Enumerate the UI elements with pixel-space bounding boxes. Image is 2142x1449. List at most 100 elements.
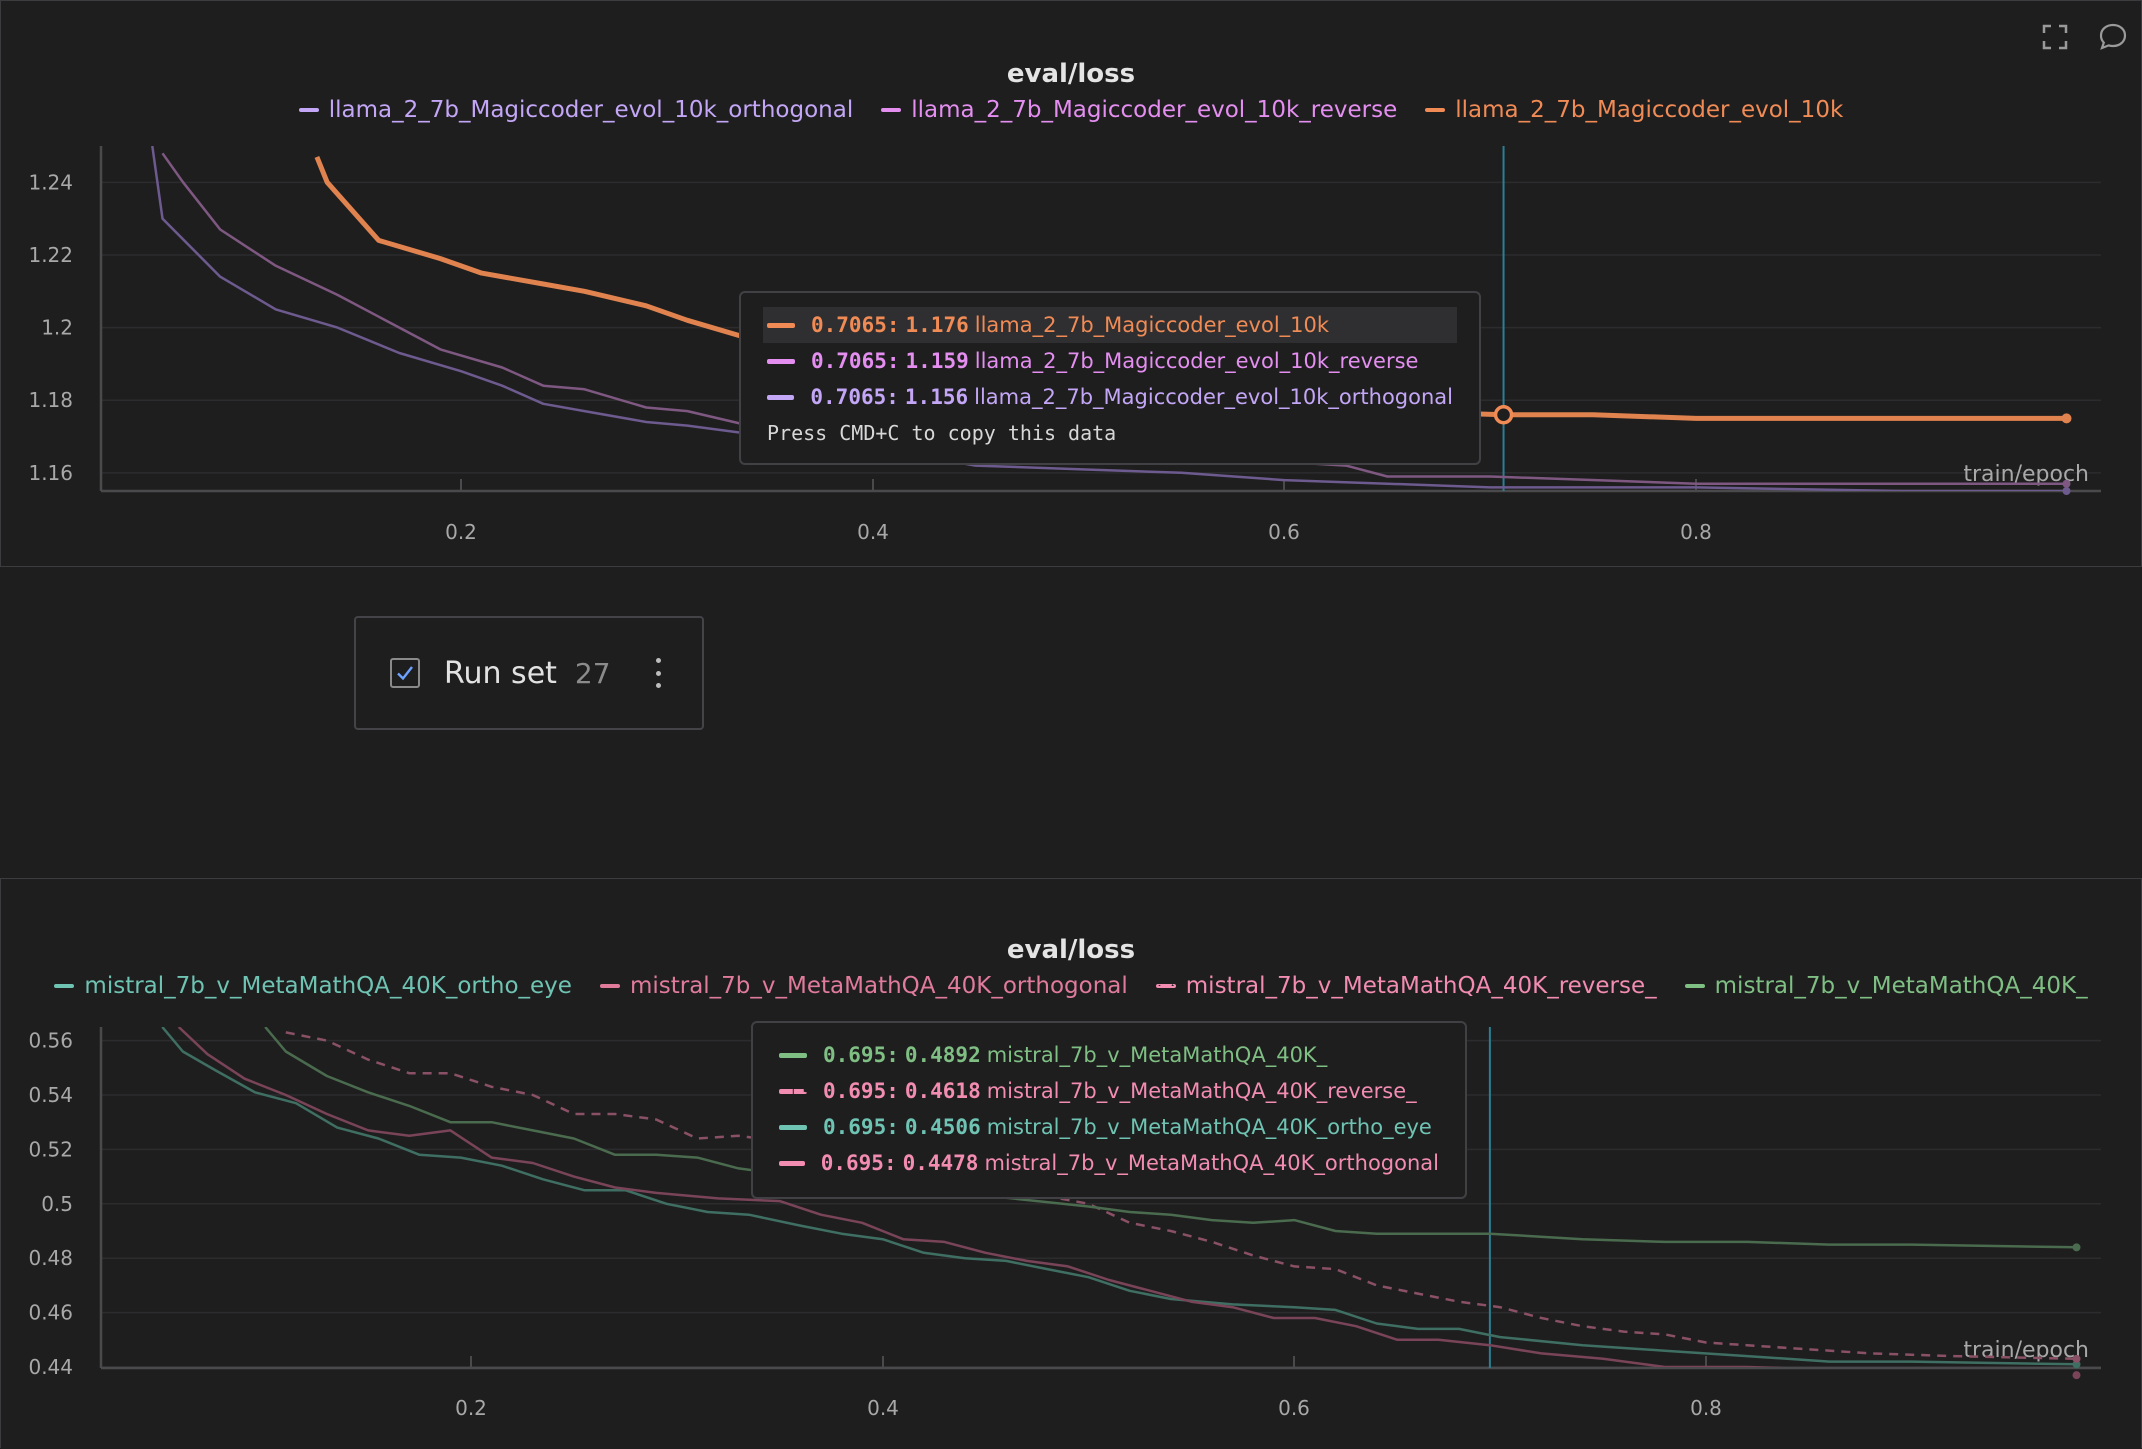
- run-set-label: Run set: [444, 655, 557, 691]
- series-line-llama-2-7b-magiccoder-evol-10k-reverse[interactable]: [161, 152, 2067, 485]
- chart-legend: mistral_7b_v_MetaMathQA_40K_ortho_eye mis…: [1, 973, 2141, 999]
- x-tick-label: 0.8: [1680, 520, 1712, 544]
- legend-label: mistral_7b_v_MetaMathQA_40K_orthogonal: [629, 973, 1128, 999]
- chart-legend: llama_2_7b_Magiccoder_evol_10k_orthogona…: [1, 97, 2141, 123]
- tooltip-row: 0.7065: 1.159 llama_2_7b_Magiccoder_evol_1…: [763, 343, 1457, 379]
- series-line-mistral-7b-v-metamathqa-40k-reverse[interactable]: [285, 1031, 2077, 1361]
- tooltip-series-name: mistral_7b_v_MetaMathQA_40K_ortho_eye: [986, 1115, 1432, 1139]
- legend-swatch: [599, 984, 620, 988]
- series-end-point: [2072, 1371, 2081, 1380]
- tooltip-y-value: 0.4892: [904, 1043, 981, 1067]
- tooltip-x-value: 0.695:: [823, 1115, 899, 1139]
- hover-tooltip: 0.7065: 1.176 llama_2_7b_Magiccoder_evol_1…: [739, 291, 1481, 465]
- y-tick-label: 0.44: [28, 1355, 73, 1379]
- legend-item-llama-2-7b-magiccoder-evol-10k[interactable]: llama_2_7b_Magiccoder_evol_10k: [1425, 97, 1843, 123]
- legend-label: llama_2_7b_Magiccoder_evol_10k_reverse: [911, 97, 1398, 123]
- tooltip-swatch: [779, 1088, 807, 1094]
- tooltip-swatch: [779, 1124, 807, 1130]
- series-end-point: [2072, 1243, 2081, 1252]
- legend-label: mistral_7b_v_MetaMathQA_40K_: [1714, 973, 2088, 999]
- tooltip-series-name: mistral_7b_v_MetaMathQA_40K_: [986, 1043, 1328, 1067]
- tooltip-swatch: [767, 394, 795, 400]
- series-end-point: [2072, 1354, 2081, 1363]
- tooltip-y-value: 0.4506: [904, 1115, 981, 1139]
- legend-label: llama_2_7b_Magiccoder_evol_10k_orthogona…: [328, 97, 854, 123]
- tooltip-x-value: 0.7065:: [811, 313, 900, 337]
- series-end-point: [2062, 487, 2071, 495]
- tooltip-series-name: llama_2_7b_Magiccoder_evol_10k: [974, 313, 1330, 337]
- series-line-mistral-7b-v-metamathqa-40k-ortho-eye[interactable]: [161, 1027, 2077, 1366]
- legend-item-llama-2-7b-magiccoder-evol-10k-reverse[interactable]: llama_2_7b_Magiccoder_evol_10k_reverse: [881, 97, 1397, 123]
- y-tick-label: 0.46: [28, 1301, 73, 1325]
- legend-swatch: [1155, 984, 1176, 988]
- y-tick-label: 0.54: [28, 1083, 73, 1107]
- tooltip-row: 0.695: 0.4506 mistral_7b_v_MetaMathQA_40K_…: [775, 1109, 1443, 1145]
- chart-panel-bottom: eval/loss mistral_7b_v_MetaMathQA_40K_or…: [0, 878, 2142, 1448]
- x-tick-label: 0.8: [1690, 1396, 1722, 1420]
- y-tick-label: 1.16: [28, 461, 73, 485]
- comment-icon[interactable]: [2097, 21, 2129, 53]
- tooltip-row: 0.695: 0.4892 mistral_7b_v_MetaMathQA_40K_: [775, 1037, 1443, 1073]
- hover-tooltip: 0.695: 0.4892 mistral_7b_v_MetaMathQA_40K_…: [751, 1021, 1467, 1199]
- tooltip-row: 0.7065: 1.176 llama_2_7b_Magiccoder_evol_1…: [763, 307, 1457, 343]
- line-chart[interactable]: 1.161.181.21.221.240.2 0.4 0.6 0.8train/epo…: [1, 1, 2141, 566]
- tooltip-row: 0.7065: 1.156 llama_2_7b_Magiccoder_evol_1…: [763, 379, 1457, 415]
- series-line-llama-2-7b-magiccoder-evol-10k-orthogonal[interactable]: [151, 146, 2067, 491]
- x-tick-label: 0.2: [445, 520, 477, 544]
- checkbox-checked-icon[interactable]: [390, 658, 420, 688]
- legend-item-mistral-7b-v-metamathqa-40k[interactable]: mistral_7b_v_MetaMathQA_40K_: [1684, 973, 2088, 999]
- tooltip-x-value: 0.695:: [823, 1079, 899, 1103]
- tooltip-y-value: 1.159: [905, 349, 969, 373]
- tooltip-x-value: 0.7065:: [810, 385, 899, 409]
- tooltip-x-value: 0.695:: [820, 1151, 897, 1175]
- legend-swatch: [1684, 984, 1705, 988]
- x-tick-label: 0.4: [857, 520, 889, 544]
- legend-label: llama_2_7b_Magiccoder_evol_10k: [1455, 97, 1844, 123]
- series-end-point: [2061, 413, 2072, 424]
- legend-item-llama-2-7b-magiccoder-evol-10k-orthogonal[interactable]: llama_2_7b_Magiccoder_evol_10k_orthogona…: [298, 97, 854, 123]
- hover-point-marker: [1493, 404, 1514, 425]
- legend-swatch: [298, 108, 319, 112]
- x-tick-label: 0.4: [867, 1396, 899, 1420]
- y-tick-label: 0.48: [28, 1246, 73, 1270]
- y-tick-label: 0.5: [41, 1192, 73, 1216]
- tooltip-series-name: llama_2_7b_Magiccoder_evol_10k_reverse: [974, 349, 1419, 373]
- y-tick-label: 0.52: [28, 1137, 73, 1161]
- tooltip-swatch: [767, 358, 795, 364]
- legend-item-mistral-7b-v-metamathqa-40k-reverse[interactable]: mistral_7b_v_MetaMathQA_40K_reverse_: [1155, 973, 1657, 999]
- tooltip-series-name: mistral_7b_v_MetaMathQA_40K_orthogonal: [984, 1151, 1439, 1175]
- chart-title: eval/loss: [1006, 59, 1136, 89]
- legend-item-mistral-7b-v-metamathqa-40k-orthogonal[interactable]: mistral_7b_v_MetaMathQA_40K_orthogonal: [599, 973, 1128, 999]
- x-tick-label: 0.6: [1268, 520, 1300, 544]
- series-line-mistral-7b-v-metamathqa-40k[interactable]: [264, 1027, 2077, 1249]
- y-tick-label: 1.18: [28, 388, 73, 412]
- x-tick-label: 0.2: [455, 1396, 487, 1420]
- tooltip-swatch: [779, 1160, 805, 1166]
- legend-swatch: [881, 108, 902, 112]
- legend-item-mistral-7b-v-metamathqa-40k-ortho-eye[interactable]: mistral_7b_v_MetaMathQA_40K_ortho_eye: [54, 973, 572, 999]
- run-set-count: 27: [574, 656, 611, 690]
- tooltip-x-value: 0.7065:: [811, 349, 900, 373]
- run-set-toggle[interactable]: Run set 27: [354, 616, 704, 730]
- tooltip-y-value: 1.156: [904, 385, 969, 409]
- y-tick-label: 0.56: [28, 1029, 73, 1053]
- tooltip-series-name: llama_2_7b_Magiccoder_evol_10k_orthogona…: [974, 385, 1453, 409]
- tooltip-row: 0.695: 0.4478 mistral_7b_v_MetaMathQA_40K_…: [775, 1145, 1443, 1181]
- tooltip-y-value: 1.176: [905, 313, 969, 337]
- legend-swatch: [1425, 108, 1446, 112]
- tooltip-row: 0.695: 0.4618 mistral_7b_v_MetaMathQA_40K_…: [775, 1073, 1443, 1109]
- x-tick-label: 0.6: [1278, 1396, 1310, 1420]
- y-tick-label: 1.24: [28, 170, 73, 194]
- series-end-point: [2062, 479, 2071, 488]
- tooltip-y-value: 0.4478: [902, 1151, 979, 1175]
- legend-label: mistral_7b_v_MetaMathQA_40K_ortho_eye: [84, 973, 572, 999]
- kebab-menu-icon[interactable]: [649, 658, 669, 688]
- tooltip-y-value: 0.4618: [904, 1079, 981, 1103]
- y-tick-label: 1.2: [41, 316, 73, 340]
- series-line-mistral-7b-v-metamathqa-40k-orthogonal[interactable]: [177, 1027, 2077, 1375]
- legend-label: mistral_7b_v_MetaMathQA_40K_reverse_: [1185, 973, 1657, 999]
- tooltip-series-name: mistral_7b_v_MetaMathQA_40K_reverse_: [986, 1079, 1417, 1103]
- tooltip-hint: Press CMD+C to copy this data: [767, 421, 1117, 445]
- fullscreen-icon[interactable]: [2039, 21, 2071, 53]
- tooltip-x-value: 0.695:: [823, 1043, 899, 1067]
